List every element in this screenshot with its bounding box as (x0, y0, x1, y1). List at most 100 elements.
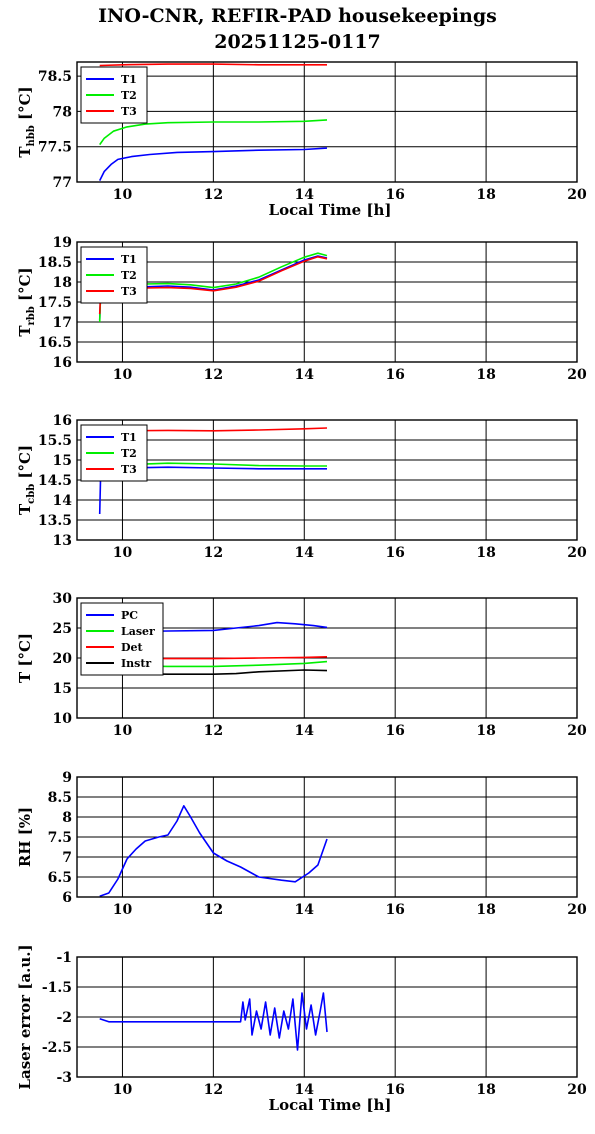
x-tick-label: 12 (204, 367, 223, 383)
legend: PC Laser Det Instr (80, 602, 164, 676)
x-tick-label: 14 (295, 187, 315, 203)
legend-label: T2 (121, 447, 137, 460)
y-tick-label: 8 (62, 810, 72, 826)
legend-label: T2 (121, 89, 137, 102)
y-tick-label: 14.5 (38, 473, 72, 489)
y-tick-label: 8.5 (48, 790, 72, 806)
x-tick-label: 20 (567, 187, 587, 203)
chart-panel-1: 10 12 14 16 18 20 77 77.5 78 78.5 Local Time [h] Th… (16, 61, 587, 219)
x-tick-label: 16 (385, 902, 404, 918)
x-tick-label: 16 (385, 367, 404, 383)
y-tick-label: -2.5 (42, 1040, 72, 1056)
y-tick-label: 77 (53, 175, 72, 191)
y-axis-label: Laser error [a.u.] (16, 944, 34, 1089)
y-tick-label: 78.5 (38, 69, 72, 85)
x-tick-label: 10 (113, 902, 133, 918)
y-tick-label: -3 (56, 1070, 72, 1086)
x-tick-label: 18 (476, 545, 495, 561)
y-tick-label: 19 (53, 235, 72, 251)
y-tick-label: 13.5 (38, 513, 72, 529)
x-axis-label: Local Time [h] (269, 1096, 392, 1114)
y-tick-label: 18 (53, 275, 72, 291)
series-line-t1 (98, 147, 328, 181)
chart-panel-5: 10 12 14 16 18 20 6 6.5 7 7.5 8 8.5 9 RH [%] (16, 770, 587, 918)
x-tick-label: 18 (476, 367, 495, 383)
y-tick-label: 25 (53, 621, 72, 637)
y-axis-label: RH [%] (16, 807, 34, 867)
y-tick-label: 16.5 (38, 335, 72, 351)
y-tick-label: 20 (53, 651, 73, 667)
y-tick-label: 6 (62, 890, 72, 906)
x-tick-label: 16 (385, 1082, 404, 1098)
x-tick-label: 14 (295, 1082, 315, 1098)
y-tick-label: 14 (53, 493, 73, 509)
y-axis-label: T [°C] (16, 633, 34, 683)
x-tick-label: 20 (567, 1082, 587, 1098)
x-tick-label: 20 (567, 902, 587, 918)
chart-panel-2: 10 12 14 16 18 20 16 16.5 17 17.5 18 18.5 19 Trbb [°C… (16, 235, 587, 383)
legend-label: T3 (121, 105, 137, 118)
x-tick-label: 12 (204, 723, 223, 739)
chart-panel-6: 10 12 14 16 18 20 -3 -2.5 -2 -1.5 -1 Local Time [h]… (16, 944, 587, 1114)
y-tick-label: 7 (62, 850, 72, 866)
legend: T1 T2 T3 (80, 246, 148, 304)
x-tick-label: 10 (113, 545, 133, 561)
x-tick-label: 10 (113, 187, 133, 203)
x-tick-label: 16 (385, 187, 404, 203)
legend-label: T3 (121, 285, 137, 298)
legend: T1 T2 T3 (80, 66, 148, 124)
y-axis-label: Trbb [°C] (16, 267, 37, 336)
legend-label: T1 (121, 73, 137, 86)
y-tick-label: 15.5 (38, 433, 72, 449)
x-tick-label: 20 (567, 367, 587, 383)
y-tick-label: -1.5 (42, 980, 72, 996)
plot-frame (76, 776, 578, 898)
y-tick-label: 77.5 (38, 140, 72, 156)
series-line-data (99, 804, 328, 897)
figure-title: INO-CNR, REFIR-PAD housekeepings (98, 5, 497, 27)
legend-label: Det (121, 641, 144, 654)
plot-frame (76, 956, 578, 1078)
x-tick-label: 14 (295, 545, 315, 561)
x-tick-label: 18 (476, 723, 495, 739)
y-axis-label: Tcbb [°C] (16, 445, 37, 515)
y-axis-label: Thbb [°C] (16, 86, 37, 157)
y-tick-label: 15 (53, 681, 72, 697)
y-tick-label: 16 (53, 355, 72, 371)
plot-frame (76, 241, 578, 363)
chart-panel-3: 10 12 14 16 18 20 13 13.5 14 14.5 15 15.5 16 Tcbb [°C… (16, 413, 587, 561)
y-tick-label: 78 (53, 104, 72, 120)
x-tick-label: 20 (567, 723, 587, 739)
x-tick-label: 10 (113, 367, 133, 383)
y-tick-label: 15 (53, 453, 72, 469)
figure-subtitle: 20251125-0117 (214, 31, 381, 53)
x-tick-label: 12 (204, 545, 223, 561)
x-tick-label: 18 (476, 187, 495, 203)
x-tick-label: 16 (385, 723, 404, 739)
x-tick-label: 16 (385, 545, 404, 561)
chart-panel-4: 10 12 14 16 18 20 10 15 20 25 30 T [°C] PC Laser Det In… (16, 591, 587, 739)
series-line-data (99, 992, 328, 1051)
x-tick-label: 14 (295, 902, 315, 918)
plot-frame (76, 61, 578, 183)
x-tick-label: 12 (204, 902, 223, 918)
x-tick-label: 18 (476, 902, 495, 918)
x-tick-label: 10 (113, 1082, 133, 1098)
x-tick-label: 18 (476, 1082, 495, 1098)
legend-label: T1 (121, 431, 137, 444)
legend-label: PC (121, 609, 138, 622)
x-tick-label: 14 (295, 723, 315, 739)
y-tick-label: 17 (53, 315, 72, 331)
legend-label: Laser (121, 625, 155, 638)
y-tick-label: 17.5 (38, 295, 72, 311)
x-tick-label: 20 (567, 545, 587, 561)
y-tick-label: 6.5 (48, 870, 72, 886)
plot-frame (76, 597, 578, 719)
y-tick-label: 16 (53, 413, 72, 429)
legend-label: T3 (121, 463, 137, 476)
y-tick-label: 13 (53, 533, 72, 549)
legend-label: T1 (121, 253, 137, 266)
plot-frame (76, 419, 578, 541)
x-tick-label: 10 (113, 723, 133, 739)
